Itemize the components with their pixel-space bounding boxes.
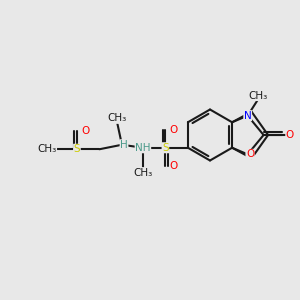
Text: O: O [170,125,178,135]
Text: O: O [81,126,89,136]
Text: O: O [286,130,294,140]
Text: H: H [120,140,128,150]
Text: CH₃: CH₃ [249,91,268,100]
Text: CH₃: CH₃ [133,168,152,178]
Text: CH₃: CH₃ [37,144,56,154]
Text: O: O [170,161,178,171]
Text: S: S [74,144,80,154]
Text: NH: NH [135,143,151,153]
Text: N: N [244,111,252,121]
Text: S: S [162,143,169,153]
Text: CH₃: CH₃ [108,113,127,123]
Text: O: O [246,149,254,159]
